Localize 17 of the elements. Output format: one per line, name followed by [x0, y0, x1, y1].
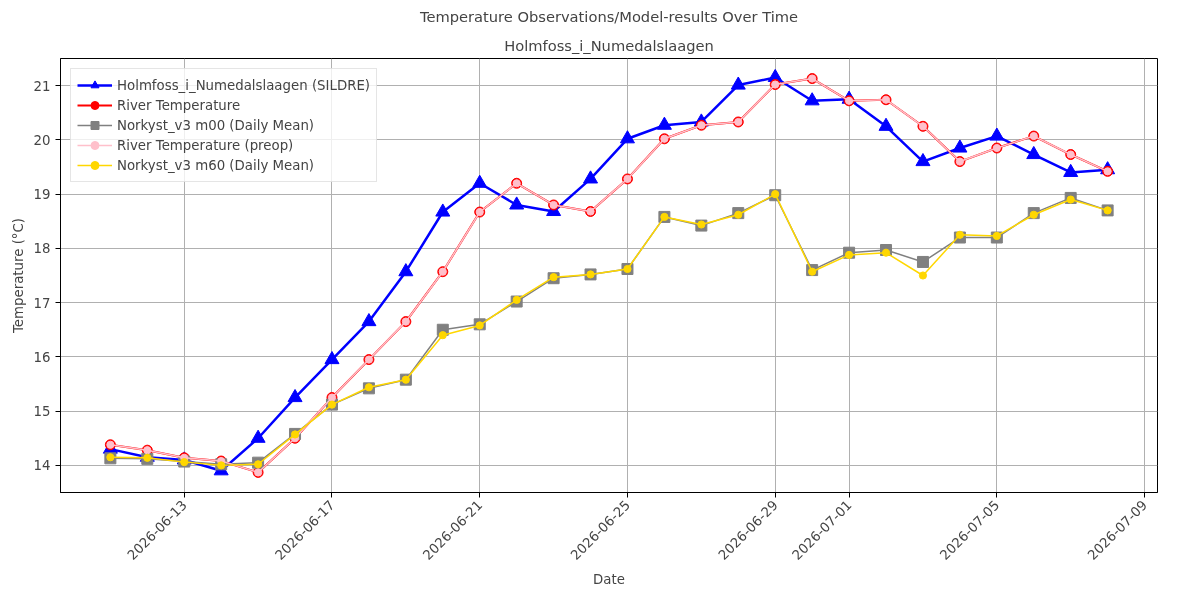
y-axis-title: Temperature (°C) — [10, 217, 26, 335]
legend-label: Holmfoss_i_Numedalslaagen (SILDRE) — [117, 77, 371, 93]
x-axis-title: Date — [593, 572, 625, 588]
legend-label: Norkyst_v3 m60 (Daily Mean) — [117, 157, 315, 173]
legend-label: River Temperature (preop) — [117, 137, 294, 153]
y-tick-label: 19 — [33, 187, 51, 203]
y-tick-label: 20 — [33, 132, 51, 148]
y-tick-label: 15 — [33, 404, 51, 420]
chart-title: Temperature Observations/Model-results Over Time — [418, 7, 799, 25]
y-tick-label: 21 — [33, 78, 51, 94]
legend-label: Norkyst_v3 m00 (Daily Mean) — [117, 117, 315, 133]
chart-subtitle: Holmfoss_i_Numedalslaagen — [504, 36, 714, 54]
y-tick-label: 14 — [33, 458, 51, 474]
y-tick-label: 16 — [33, 349, 51, 365]
y-tick-label: 17 — [33, 295, 51, 311]
y-tick-label: 18 — [33, 241, 51, 257]
legend-label: River Temperature — [117, 97, 241, 113]
